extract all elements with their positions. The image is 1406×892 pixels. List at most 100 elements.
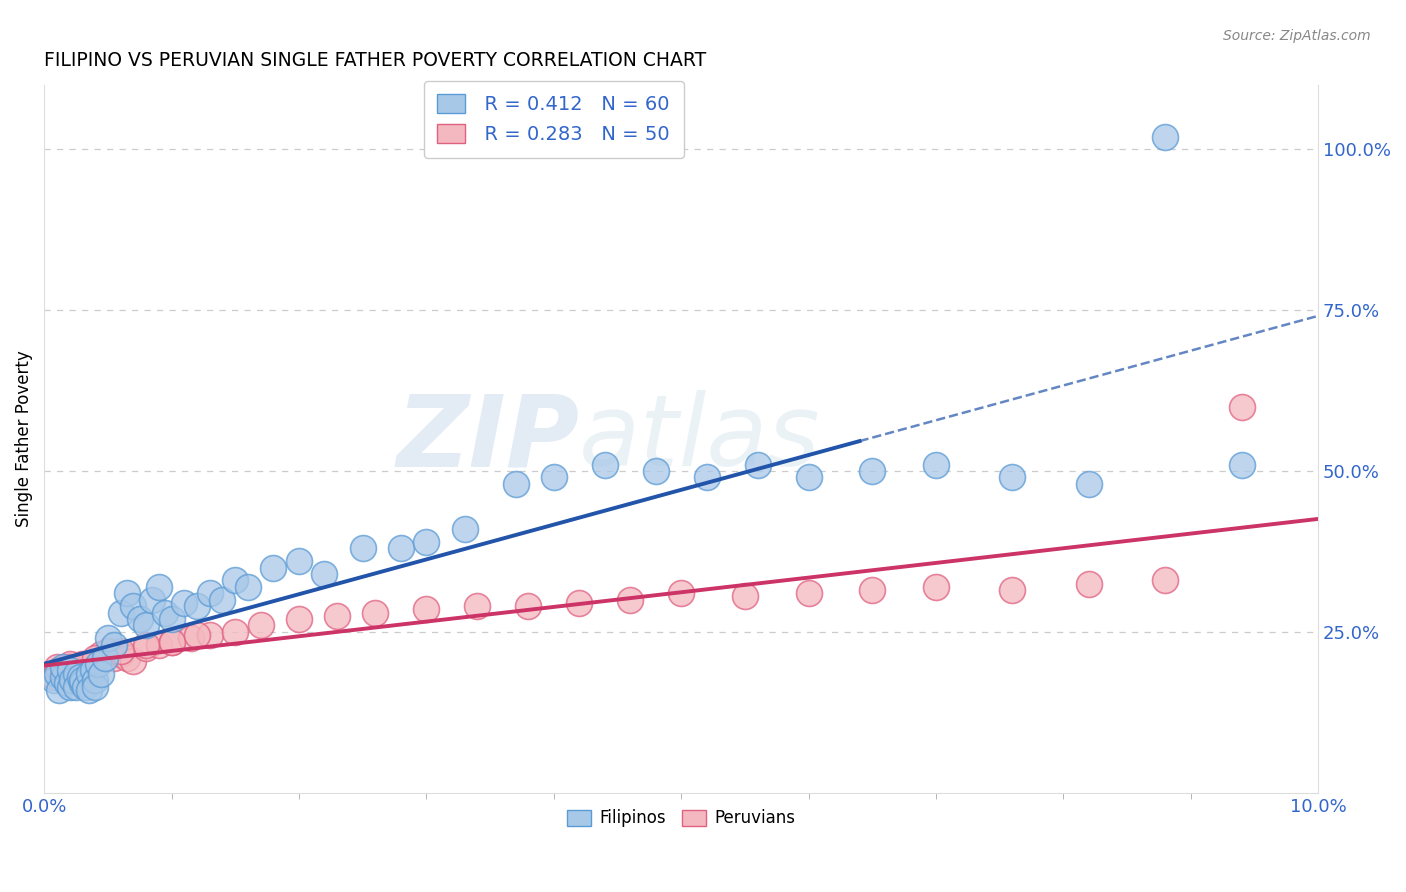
Point [249, 618, 271, 632]
Point [65, 680, 87, 694]
Point [65, 660, 87, 674]
Point [517, 599, 540, 614]
Point [568, 596, 591, 610]
Point [1077, 477, 1099, 491]
Point [56, 676, 79, 690]
Point [122, 654, 145, 668]
Point [186, 628, 208, 642]
Point [593, 458, 616, 472]
Point [60, 673, 83, 687]
Point [110, 648, 132, 662]
Text: atlas: atlas [579, 391, 821, 487]
Point [925, 458, 948, 472]
Point [1001, 582, 1024, 597]
Point [153, 606, 176, 620]
Point [148, 638, 170, 652]
Point [58, 657, 80, 671]
Point [465, 599, 488, 614]
Point [94, 650, 117, 665]
Point [1001, 470, 1024, 484]
Point [122, 599, 145, 614]
Point [103, 650, 125, 665]
Point [1154, 574, 1177, 588]
Point [505, 477, 527, 491]
Point [90, 666, 112, 681]
Point [160, 634, 183, 648]
Point [186, 599, 208, 614]
Point [48, 682, 70, 697]
Point [860, 464, 883, 478]
Point [135, 618, 157, 632]
Point [60, 666, 83, 681]
Point [352, 541, 374, 556]
Point [45, 666, 67, 681]
Point [45, 660, 67, 674]
Point [619, 592, 641, 607]
Point [73, 660, 96, 674]
Point [364, 606, 387, 620]
Point [77, 666, 100, 681]
Point [925, 580, 948, 594]
Point [288, 554, 311, 568]
Point [58, 660, 80, 674]
Point [135, 640, 157, 655]
Point [141, 592, 163, 607]
Point [734, 590, 756, 604]
Point [160, 612, 183, 626]
Point [52, 670, 75, 684]
Point [72, 673, 94, 687]
Point [224, 624, 246, 639]
Point [84, 680, 107, 694]
Text: ZIP: ZIP [396, 391, 579, 487]
Point [69, 670, 91, 684]
Point [97, 632, 120, 646]
Point [696, 470, 718, 484]
Point [48, 664, 70, 678]
Point [103, 638, 125, 652]
Point [65, 666, 87, 681]
Point [389, 541, 412, 556]
Point [86, 657, 108, 671]
Point [56, 673, 79, 687]
Point [797, 470, 820, 484]
Point [84, 657, 107, 671]
Point [52, 660, 75, 674]
Point [58, 664, 80, 678]
Point [160, 634, 183, 648]
Point [797, 586, 820, 600]
Point [543, 470, 565, 484]
Point [84, 673, 107, 687]
Point [173, 596, 195, 610]
Point [110, 606, 132, 620]
Point [198, 586, 221, 600]
Point [77, 682, 100, 697]
Point [44, 673, 66, 687]
Point [72, 657, 94, 671]
Point [262, 560, 284, 574]
Point [115, 650, 138, 665]
Text: Source: ZipAtlas.com: Source: ZipAtlas.com [1223, 29, 1371, 44]
Point [198, 628, 221, 642]
Point [97, 644, 120, 658]
Point [1230, 458, 1253, 472]
Point [84, 650, 107, 665]
Point [90, 648, 112, 662]
Point [415, 602, 437, 616]
Point [224, 574, 246, 588]
Point [211, 592, 233, 607]
Point [747, 458, 769, 472]
Point [110, 644, 132, 658]
Point [1230, 400, 1253, 414]
Point [644, 464, 666, 478]
Point [288, 612, 311, 626]
Point [73, 680, 96, 694]
Point [453, 522, 475, 536]
Point [115, 586, 138, 600]
Point [128, 612, 150, 626]
Point [236, 580, 259, 594]
Point [860, 582, 883, 597]
Point [314, 566, 336, 581]
Point [180, 632, 202, 646]
Point [326, 608, 349, 623]
Point [58, 680, 80, 694]
